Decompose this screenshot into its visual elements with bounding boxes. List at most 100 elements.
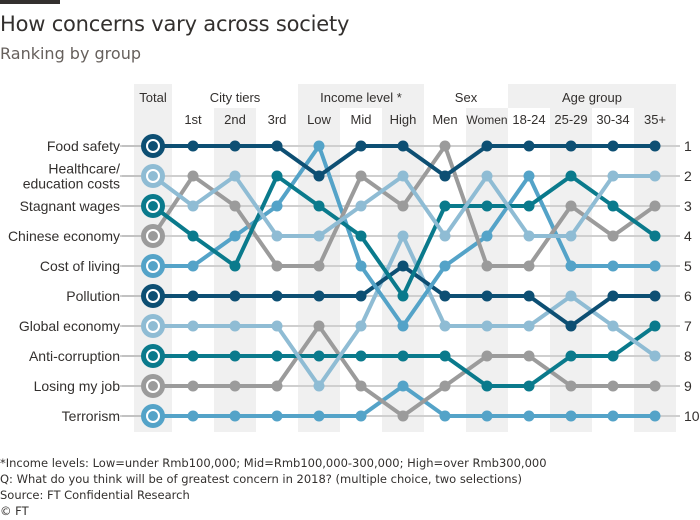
data-point <box>523 290 535 302</box>
group-header: Income level * <box>320 90 402 105</box>
data-point <box>397 350 409 362</box>
data-point <box>649 140 661 152</box>
rank-tick-label: 4 <box>684 228 692 244</box>
data-point <box>649 410 661 422</box>
data-point <box>397 230 409 242</box>
data-point <box>439 260 451 272</box>
data-point <box>271 320 283 332</box>
data-point <box>271 200 283 212</box>
data-point <box>481 380 493 392</box>
house-icon <box>141 254 165 278</box>
chart-subtitle: Ranking by group <box>0 44 141 63</box>
workers-icon <box>141 374 165 398</box>
row-label: Terrorism <box>62 408 120 424</box>
column-header: 3rd <box>268 112 287 127</box>
medical-icon <box>141 164 165 188</box>
data-point <box>649 170 661 182</box>
data-point <box>649 290 661 302</box>
row-label: Stagnant wages <box>20 198 120 214</box>
rank-tick-label: 6 <box>684 288 692 304</box>
row-label: Losing my job <box>34 378 121 394</box>
bomb-icon <box>141 404 165 428</box>
column-header: 30-34 <box>596 112 629 127</box>
data-point <box>439 200 451 212</box>
data-point <box>607 140 619 152</box>
data-point <box>649 380 661 392</box>
data-point <box>229 320 241 332</box>
data-point <box>649 320 661 332</box>
data-point <box>397 320 409 332</box>
data-point <box>355 200 367 212</box>
data-point <box>187 290 199 302</box>
data-point <box>355 410 367 422</box>
data-point <box>271 350 283 362</box>
data-point <box>439 140 451 152</box>
data-point <box>481 140 493 152</box>
data-point <box>271 260 283 272</box>
data-point <box>607 200 619 212</box>
column-header: 2nd <box>224 112 246 127</box>
data-point <box>607 170 619 182</box>
data-point <box>355 170 367 182</box>
data-point <box>271 410 283 422</box>
data-point <box>607 290 619 302</box>
data-point <box>187 230 199 242</box>
data-point <box>187 380 199 392</box>
data-point <box>313 350 325 362</box>
data-point <box>313 320 325 332</box>
data-point <box>607 260 619 272</box>
data-point <box>649 350 661 362</box>
rank-tick-label: 9 <box>684 378 692 394</box>
data-point <box>187 200 199 212</box>
data-point <box>523 350 535 362</box>
data-point <box>439 170 451 182</box>
data-point <box>229 200 241 212</box>
data-point <box>649 200 661 212</box>
data-point <box>187 410 199 422</box>
data-point <box>523 410 535 422</box>
data-point <box>355 320 367 332</box>
data-point <box>565 320 577 332</box>
row-label: Healthcare/ <box>48 161 120 177</box>
data-point <box>271 140 283 152</box>
data-point <box>355 290 367 302</box>
group-band <box>134 84 172 108</box>
data-point <box>607 350 619 362</box>
data-point <box>271 170 283 182</box>
group-header: Age group <box>562 90 622 105</box>
data-point <box>187 260 199 272</box>
data-point <box>565 170 577 182</box>
group-band <box>298 84 424 108</box>
data-point <box>313 170 325 182</box>
row-label: Cost of living <box>40 258 120 274</box>
data-point <box>523 380 535 392</box>
footnote-copyright: © FT <box>0 504 29 518</box>
data-point <box>397 410 409 422</box>
data-point <box>439 230 451 242</box>
data-point <box>565 200 577 212</box>
data-point <box>397 170 409 182</box>
data-point <box>523 170 535 182</box>
data-point <box>481 170 493 182</box>
data-point <box>187 320 199 332</box>
data-point <box>439 410 451 422</box>
globe-icon <box>141 314 165 338</box>
footnote-question: Q: What do you think will be of greatest… <box>0 472 522 486</box>
data-point <box>313 140 325 152</box>
data-point <box>229 410 241 422</box>
data-point <box>271 290 283 302</box>
data-point <box>187 140 199 152</box>
data-point <box>649 230 661 242</box>
data-point <box>439 320 451 332</box>
data-point <box>229 290 241 302</box>
data-point <box>565 230 577 242</box>
data-point <box>649 260 661 272</box>
column-header: 35+ <box>644 112 666 127</box>
data-point <box>481 290 493 302</box>
data-point <box>187 170 199 182</box>
data-point <box>271 230 283 242</box>
chart-title: How concerns vary across society <box>0 12 350 36</box>
data-point <box>607 410 619 422</box>
data-point <box>313 380 325 392</box>
